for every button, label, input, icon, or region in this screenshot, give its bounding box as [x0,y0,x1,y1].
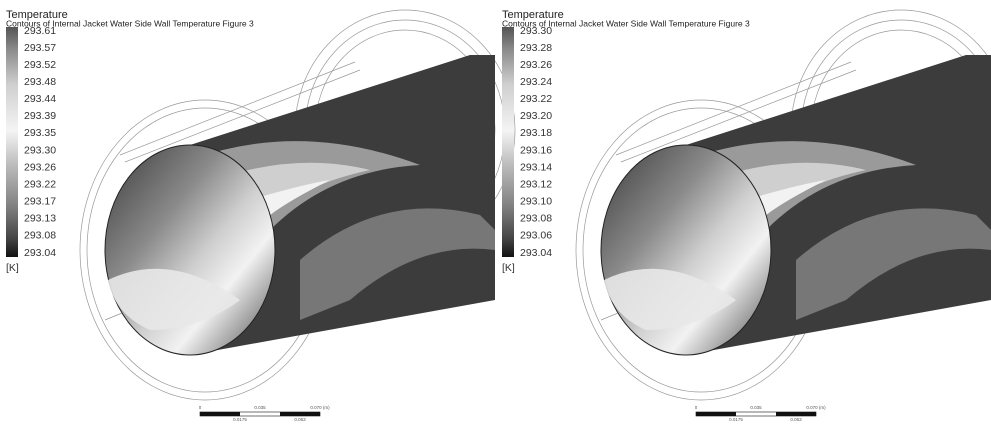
panel-right-render [502,10,991,416]
legend-label: 293.48 [24,76,56,88]
scale-label: 0.053 [790,417,802,422]
legend-label: 293.30 [24,144,56,156]
scale-label: 0.0175 [729,417,743,422]
legend-label: 293.22 [520,93,552,105]
legend-label: 293.35 [24,127,56,139]
legend-label: 293.14 [520,161,552,173]
scale-label: 0.035 [750,405,762,410]
legend-label: 293.30 [520,25,552,37]
legend-label: 293.39 [24,110,56,122]
screenshot: TemperatureContours of Internal Jacket W… [0,0,991,425]
legend-label: 293.24 [520,76,552,88]
legend-label: 293.26 [24,161,56,173]
legend-label: 293.08 [24,230,56,242]
legend-unit: [K] [6,262,19,274]
legend-label: 293.04 [520,247,552,259]
scale-label: 0 [695,405,698,410]
scale-label: 0.0175 [233,417,247,422]
legend-label: 293.28 [520,42,552,54]
scale-label: 0.053 [294,417,306,422]
legend-label: 293.26 [520,59,552,71]
legend-label: 293.16 [520,144,552,156]
legend-label: 293.57 [24,42,56,54]
legend-label: 293.61 [24,25,56,37]
scale-label: 0 [199,405,202,410]
legend-label: 293.10 [520,196,552,208]
legend-label: 293.22 [24,178,56,190]
legend-label: 293.08 [520,213,552,225]
scale-label: 0.070 (m) [806,405,826,410]
scale-label: 0.070 (m) [310,405,330,410]
legend-unit: [K] [502,262,515,274]
legend-label: 293.20 [520,110,552,122]
legend-label: 293.52 [24,59,56,71]
scale-label: 0.035 [254,405,266,410]
legend-label: 293.04 [24,247,56,259]
legend-label: 293.17 [24,196,56,208]
legend-label: 293.12 [520,178,552,190]
legend-label: 293.44 [24,93,56,105]
panel-left-render [6,10,515,416]
legend-label: 293.13 [24,213,56,225]
legend-label: 293.18 [520,127,552,139]
legend-label: 293.06 [520,230,552,242]
